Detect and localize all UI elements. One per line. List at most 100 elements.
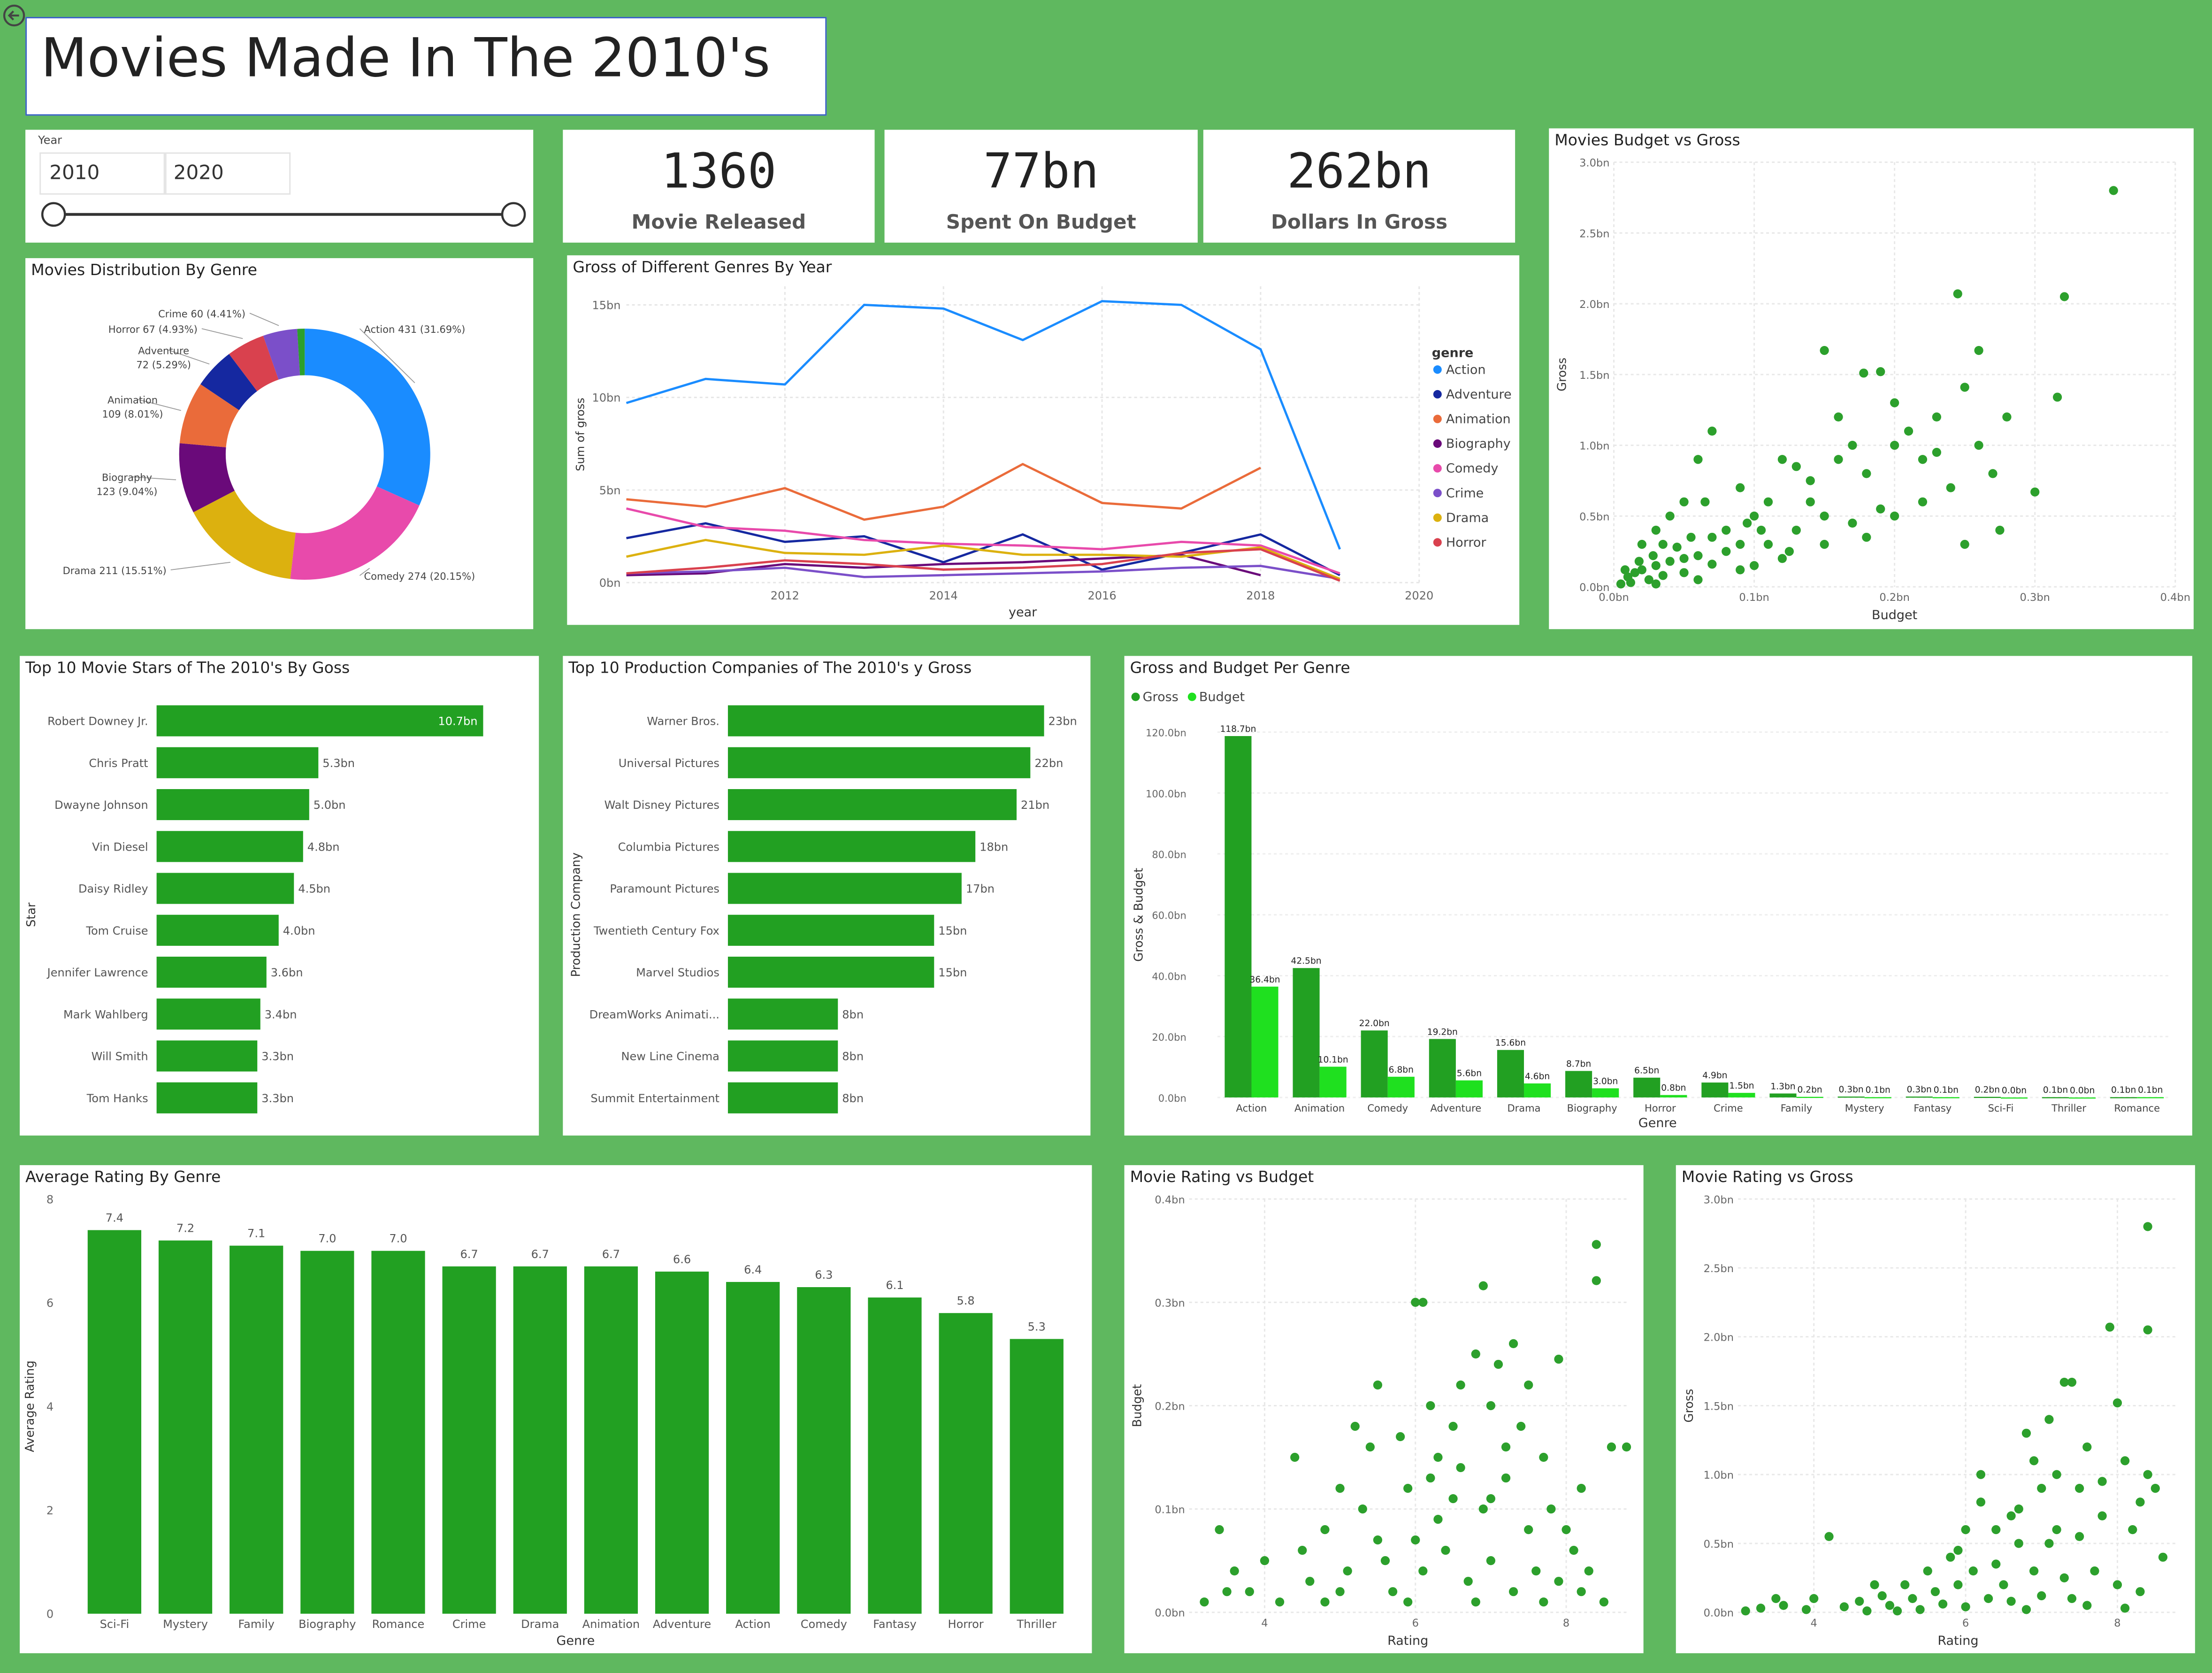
y-tick-label: 0bn — [599, 576, 621, 590]
scatter-point — [2120, 1604, 2130, 1613]
category-label: Tom Hanks — [86, 1092, 148, 1105]
scatter-point — [1953, 289, 1962, 299]
scatter-point — [2074, 1483, 2084, 1493]
donut-slice — [193, 491, 296, 579]
data-label: 7.0 — [389, 1232, 407, 1245]
budget-vs-gross-scatter[interactable]: 0.0bn 0.5bn 1.0bn 1.5bn 2.0bn 2.5bn 3.0bn 0.0bn… — [1549, 128, 2194, 629]
legend-label: Biography — [1446, 437, 1511, 451]
scatter-point — [1961, 1525, 1970, 1535]
scatter-point — [1343, 1566, 1352, 1576]
rating-vs-budget-scatter[interactable]: 0.0bn 0.1bn 0.2bn 0.3bn 0.4bn 4 6 8 Rating Budget — [1125, 1165, 1644, 1653]
year-from-input[interactable]: 2010 — [39, 152, 167, 195]
rating-vs-gross-scatter[interactable]: 0.0bn 0.5bn 1.0bn 1.5bn 2.0bn 2.5bn 3.0bn 4 6 8 Ra… — [1676, 1165, 2195, 1653]
scatter-point — [1923, 1566, 1932, 1576]
scatter-point — [1784, 547, 1794, 556]
data-label: 6.5bn — [1634, 1066, 1659, 1076]
y-tick-label: 100.0bn — [1146, 788, 1186, 799]
bar — [156, 998, 260, 1030]
year-slicer: Year 2010 2020 — [25, 130, 534, 243]
scatter-point — [1809, 1594, 1819, 1603]
rating-by-genre-bar-chart[interactable]: 0 2 4 6 8 7.4 Sci-Fi 7.2 Mystery 7.1 Family 7.0 Biog… — [20, 1165, 1092, 1653]
data-label: 7.2 — [176, 1222, 194, 1235]
scatter-point — [1848, 518, 1857, 528]
gross-budget-genre-bar-chart[interactable]: 0.0bn 20.0bn 40.0bn 60.0bn 80.0bn 100.0bn 120.… — [1125, 656, 2192, 1136]
scatter-point — [1260, 1556, 1270, 1566]
back-arrow-icon[interactable] — [1, 3, 27, 28]
scatter-point — [1801, 1605, 1811, 1614]
scatter-point — [2082, 1442, 2092, 1452]
legend-marker — [1131, 692, 1140, 701]
bar — [371, 1251, 425, 1614]
x-tick-label: Comedy — [1367, 1102, 1408, 1114]
scatter-point — [1679, 568, 1689, 577]
scatter-point — [1679, 497, 1689, 507]
scatter-point — [1932, 448, 1941, 457]
y-tick-label: 2.0bn — [1704, 1332, 1734, 1344]
x-tick-label: 8 — [1563, 1617, 1569, 1629]
top-companies-bar-chart[interactable]: Warner Bros. 23bn Universal Pictures 22bn Wa… — [563, 656, 1090, 1136]
scatter-point — [1463, 1577, 1473, 1586]
legend-marker — [1433, 489, 1442, 498]
year-range-slider[interactable] — [25, 198, 533, 240]
bar — [2069, 1097, 2096, 1099]
gross-by-year-line-chart[interactable]: 0bn 5bn 10bn 15bn 2012 2014 2016 2018 2020 year Su… — [567, 255, 1519, 625]
scatter-point — [2059, 1377, 2069, 1387]
year-to-input[interactable]: 2020 — [163, 152, 291, 195]
scatter-point — [1471, 1597, 1480, 1607]
legend-label: Drama — [1446, 511, 1489, 525]
gross-by-year-panel: Gross of Different Genres By Year 0bn 5bn… — [567, 255, 1520, 625]
scatter-point — [1637, 540, 1646, 549]
bar — [797, 1287, 851, 1614]
x-tick-label: 8 — [2114, 1617, 2120, 1629]
legend-marker — [1433, 464, 1442, 473]
scatter-point — [1820, 540, 1829, 549]
scatter-point — [1806, 497, 1815, 507]
scatter-point — [1373, 1535, 1383, 1545]
chart-title: Top 10 Movie Stars of The 2010's By Goss — [25, 659, 350, 677]
category-label: Will Smith — [92, 1050, 148, 1063]
scatter-point — [2067, 1377, 2077, 1387]
data-label: 4.9bn — [1702, 1071, 1727, 1081]
donut-leader-line — [201, 328, 243, 339]
bar — [156, 789, 309, 821]
scatter-point — [1848, 440, 1857, 450]
scatter-point — [1546, 1504, 1556, 1514]
scatter-point — [2052, 1525, 2061, 1535]
scatter-point — [1988, 469, 1998, 478]
top-stars-bar-chart[interactable]: Robert Downey Jr. 10.7bn Chris Pratt 5.3bn D… — [20, 656, 539, 1136]
y-tick-label: 1.0bn — [1704, 1469, 1734, 1481]
series-line — [626, 507, 1340, 575]
data-label: 0.1bn — [2138, 1085, 2163, 1095]
scatter-point — [1493, 1359, 1503, 1369]
scatter-point — [2014, 1504, 2023, 1514]
category-label: Universal Pictures — [619, 757, 719, 770]
value-label: 15bn — [938, 966, 967, 979]
kpi-label: Movie Released — [631, 211, 806, 234]
y-axis-title: Gross — [1682, 1389, 1696, 1423]
value-label: 17bn — [966, 883, 995, 896]
scatter-point — [1824, 1532, 1834, 1541]
scatter-point — [1539, 1597, 1548, 1607]
scatter-point — [1620, 565, 1630, 575]
category-label: Dwayne Johnson — [54, 798, 148, 812]
scatter-point — [1478, 1281, 1488, 1290]
scatter-point — [1648, 551, 1658, 560]
scatter-point — [1508, 1339, 1518, 1349]
genre-donut-chart[interactable]: Action 431 (31.69%) Comedy 274 (20.15%) Dr… — [25, 258, 533, 629]
x-tick-label: Mystery — [1845, 1102, 1884, 1114]
legend-marker — [1187, 692, 1196, 701]
scatter-point — [1637, 565, 1646, 575]
x-tick-label: Drama — [521, 1618, 559, 1631]
legend-label: Budget — [1199, 690, 1245, 704]
donut-slice — [290, 486, 420, 580]
scatter-point — [1403, 1483, 1413, 1493]
donut-slice-label: 109 (8.01%) — [102, 408, 163, 420]
scatter-point — [2158, 1552, 2168, 1562]
data-label: 4.6bn — [1525, 1072, 1550, 1082]
scatter-point — [1791, 525, 1801, 535]
scatter-point — [1622, 1442, 1631, 1452]
bar — [1974, 1097, 2001, 1098]
rating-by-genre-panel: Average Rating By Genre 0 2 4 6 8 7.4 Sci-Fi 7.… — [20, 1165, 1092, 1653]
x-tick-label: 0.1bn — [1739, 591, 1769, 604]
bar — [1728, 1093, 1755, 1097]
